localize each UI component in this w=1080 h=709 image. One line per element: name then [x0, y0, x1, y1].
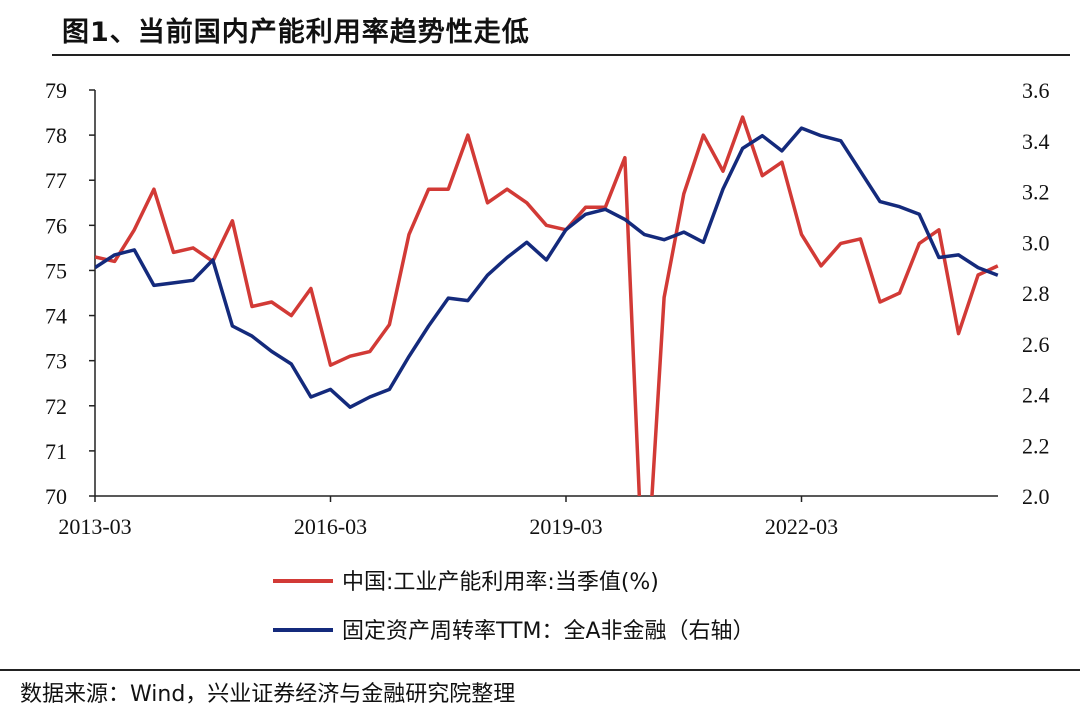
x-tick-label: 2016-03 [294, 514, 367, 539]
footer-divider [0, 669, 1080, 671]
chart-legend: 中国:工业产能利用率:当季值(%) 固定资产周转率TTM：全A非金融（右轴） [273, 570, 755, 644]
right-tick-label: 3.0 [1022, 230, 1050, 255]
series-line-asset-turnover [95, 126, 999, 409]
left-tick-label: 74 [45, 304, 67, 329]
data-source-note: 数据来源：Wind，兴业证券经济与金融研究院整理 [20, 682, 516, 707]
right-tick-label: 2.8 [1022, 281, 1050, 306]
x-tick-label: 2019-03 [529, 514, 602, 539]
x-tick-label: 2022-03 [765, 514, 838, 539]
left-tick-label: 76 [45, 213, 67, 238]
right-tick-label: 2.2 [1022, 433, 1050, 458]
title-divider [52, 54, 1070, 56]
chart-series [95, 115, 999, 496]
right-tick-label: 3.6 [1022, 78, 1050, 103]
chart-title: 图1、当前国内产能利用率趋势性走低 [62, 17, 530, 48]
right-tick-label: 2.0 [1022, 484, 1050, 509]
left-tick-label: 77 [45, 168, 67, 193]
right-tick-label: 2.6 [1022, 332, 1050, 357]
series-line-capacity-utilization [95, 115, 999, 496]
right-tick-label: 3.4 [1022, 129, 1050, 154]
left-tick-label: 70 [45, 484, 67, 509]
right-tick-label: 2.4 [1022, 383, 1050, 408]
left-tick-label: 79 [45, 78, 67, 103]
legend-label: 固定资产周转率TTM：全A非金融（右轴） [342, 619, 755, 644]
left-tick-label: 71 [45, 439, 67, 464]
left-tick-label: 78 [45, 123, 67, 148]
right-tick-label: 3.2 [1022, 180, 1050, 205]
x-tick-label: 2013-03 [58, 514, 131, 539]
left-tick-label: 75 [45, 258, 67, 283]
chart-axes: 70 71 72 73 74 75 76 77 78 79 2.0 2.2 2.4 2.6 2.8 3.0 3.… [45, 78, 1050, 539]
left-tick-label: 73 [45, 349, 67, 374]
legend-label: 中国:工业产能利用率:当季值(%) [342, 570, 659, 595]
left-tick-label: 72 [45, 394, 67, 419]
